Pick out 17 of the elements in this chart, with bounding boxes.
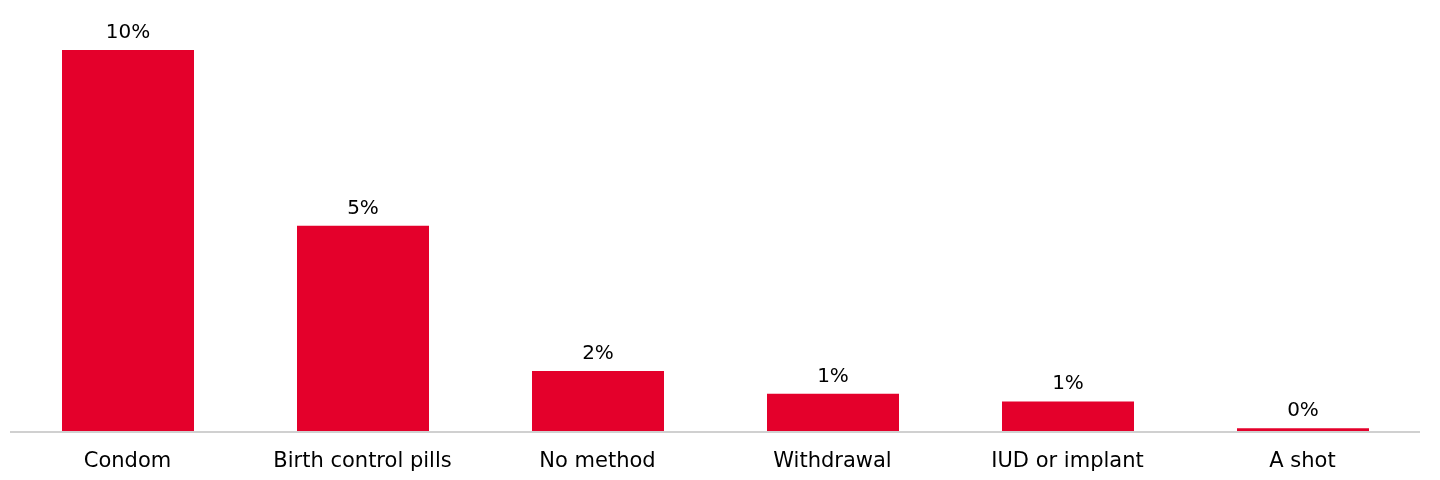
data-label: 0% (1287, 397, 1319, 422)
bar (767, 393, 899, 432)
x-tick-label: Birth control pills (273, 447, 452, 472)
bar (62, 50, 194, 432)
data-label: 10% (105, 19, 151, 43)
x-tick-label: Condom (83, 447, 172, 472)
data-label: 1% (817, 362, 849, 387)
bar (297, 225, 429, 432)
x-tick-label: IUD or implant (991, 447, 1144, 472)
x-tick-label: Withdrawal (773, 447, 892, 472)
x-tick-label: No method (539, 447, 656, 472)
data-label: 5% (347, 194, 379, 219)
bar (1002, 401, 1134, 432)
x-tick-label: A shot (1269, 447, 1336, 472)
bar (532, 370, 664, 432)
data-label: 1% (1052, 370, 1084, 395)
data-label: 2% (582, 339, 614, 364)
